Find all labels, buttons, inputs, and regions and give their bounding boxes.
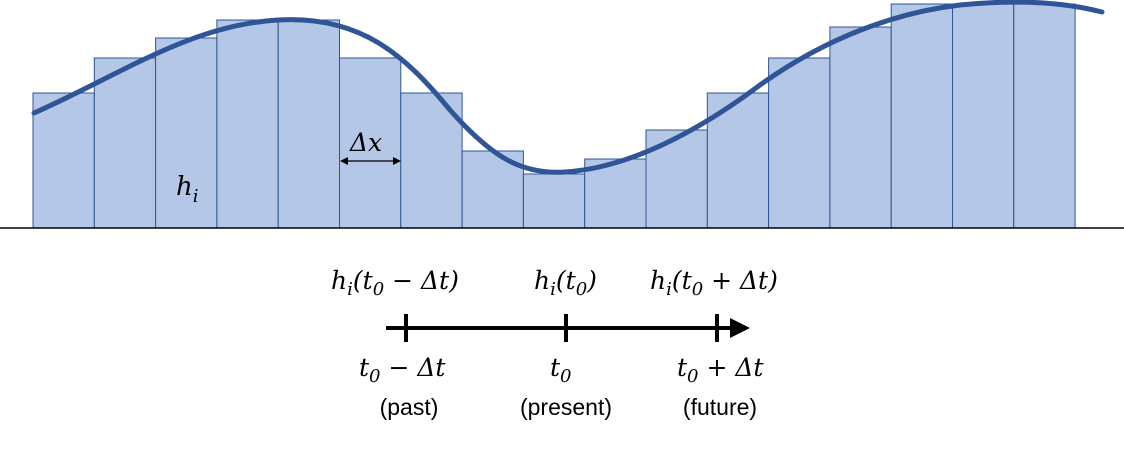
desc-past: (past) [380,394,439,420]
time-axis-arrowhead [730,318,750,338]
bar-width-indicator: Δx [340,128,401,165]
histogram-bar [768,57,831,229]
histogram-bar [829,26,892,229]
desc-present: (present) [520,394,612,420]
desc-future: (future) [683,394,757,420]
histogram-bar [645,129,708,229]
histogram-bar [277,19,341,229]
label-h-present: hi(t0) [534,266,597,300]
smooth-height-curve [31,0,1105,175]
histogram-bar [522,173,586,229]
tick-label-future: t0 + Δt [677,353,764,387]
histogram-bar [1013,3,1076,229]
histogram-bar [952,3,1015,229]
width-arrow-left-head [340,157,348,165]
histogram-bar [339,57,402,229]
histogram-bar [890,3,954,229]
bar-height-label: hi [176,172,199,207]
histogram-bar [216,19,279,229]
label-h-future: hi(t0 + Δt) [650,266,778,300]
time-axis [386,314,750,342]
width-arrow-right-head [393,157,401,165]
label-h-past: hi(t0 − Δt) [331,266,459,300]
histogram-bar [155,37,218,229]
bar-width-label: Δx [349,128,382,157]
histogram-bars [32,3,1076,229]
histogram-bar [32,92,95,229]
tick-label-past: t0 − Δt [359,353,446,387]
histogram-bar [93,57,157,229]
tick-label-present: t0 [550,353,572,387]
